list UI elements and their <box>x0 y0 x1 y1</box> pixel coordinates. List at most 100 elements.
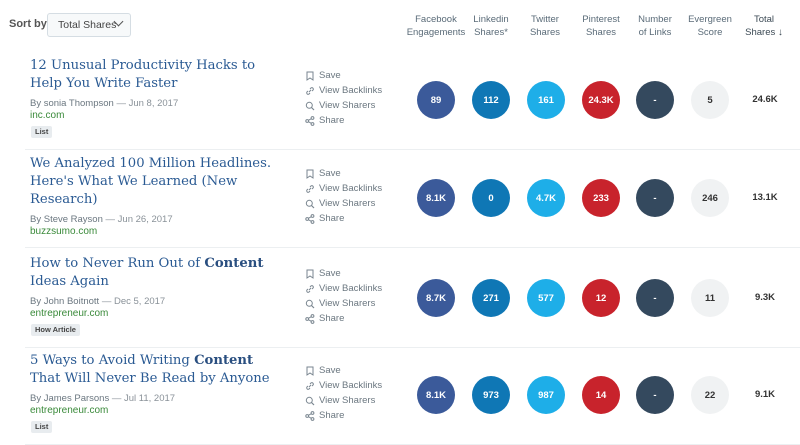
article-domain-link[interactable]: entrepreneur.com <box>30 405 109 416</box>
article-byline: By John Boitnott — Dec 5, 2017 <box>30 296 165 307</box>
search-icon <box>305 396 315 406</box>
link-icon <box>305 381 315 391</box>
share-action[interactable]: Share <box>305 410 344 421</box>
sharers-label: View Sharers <box>319 298 376 309</box>
total-shares-value: 9.3K <box>754 292 776 303</box>
column-header-pinterest[interactable]: Pinterest Shares <box>582 14 620 38</box>
backlinks-action[interactable]: View Backlinks <box>305 283 382 294</box>
evergreen-score: 22 <box>691 376 729 414</box>
publish-date: — Jul 11, 2017 <box>111 393 176 404</box>
article-title-link[interactable]: 12 Unusual Productivity Hacks to Help Yo… <box>30 58 256 91</box>
sharers-action[interactable]: View Sharers <box>305 298 375 309</box>
author-name[interactable]: sonia Thompson <box>43 98 117 109</box>
save-action[interactable]: Save <box>305 168 341 179</box>
pinterest-metric[interactable]: 14 <box>582 376 620 414</box>
search-icon <box>305 299 315 309</box>
byline-prefix: By <box>30 98 44 109</box>
sharers-action[interactable]: View Sharers <box>305 395 375 406</box>
backlinks-action[interactable]: View Backlinks <box>305 85 382 96</box>
linkedin-metric[interactable]: 973 <box>472 376 510 414</box>
byline-prefix: By <box>30 393 44 404</box>
evergreen-score: 5 <box>691 81 729 119</box>
column-header-linkedin[interactable]: Linkedin Shares* <box>473 14 509 38</box>
article-domain-link[interactable]: entrepreneur.com <box>30 308 109 319</box>
save-action[interactable]: Save <box>305 268 341 279</box>
sharers-label: View Sharers <box>319 198 376 209</box>
article-row: 12 Unusual Productivity Hacks to Help Yo… <box>0 52 800 150</box>
sort-dropdown[interactable]: Total Shares <box>47 13 131 37</box>
column-header-evergreen[interactable]: Evergreen Score <box>688 14 732 38</box>
link-icon <box>305 86 315 96</box>
backlinks-label: View Backlinks <box>319 283 383 294</box>
links-metric[interactable]: - <box>636 376 674 414</box>
share-action[interactable]: Share <box>305 213 344 224</box>
article-title-link[interactable]: 5 Ways to Avoid Writing Content That Wil… <box>30 353 270 386</box>
article-domain-link[interactable]: buzzsumo.com <box>30 226 98 237</box>
twitter-metric[interactable]: 4.7K <box>527 179 565 217</box>
article-title-link[interactable]: How to Never Run Out of Content Ideas Ag… <box>30 256 264 289</box>
article-title-link[interactable]: We Analyzed 100 Million Headlines. Here'… <box>30 156 272 207</box>
sharers-action[interactable]: View Sharers <box>305 198 375 209</box>
facebook-metric[interactable]: 8.7K <box>417 279 455 317</box>
pinterest-metric[interactable]: 24.3K <box>582 81 620 119</box>
column-header-facebook[interactable]: Facebook Engagements <box>406 14 466 38</box>
save-action[interactable]: Save <box>305 365 341 376</box>
save-label: Save <box>319 168 341 179</box>
share-action[interactable]: Share <box>305 313 344 324</box>
publish-date: — Jun 26, 2017 <box>105 214 173 225</box>
backlinks-action[interactable]: View Backlinks <box>305 380 382 391</box>
total-shares-value: 9.1K <box>754 389 776 400</box>
backlinks-action[interactable]: View Backlinks <box>305 183 382 194</box>
column-header-total[interactable]: Total Shares ↓ <box>744 13 784 39</box>
sharers-label: View Sharers <box>319 395 376 406</box>
content-type-badge: List <box>31 421 53 433</box>
facebook-metric[interactable]: 89 <box>417 81 455 119</box>
column-header-total-label: Total Shares <box>745 14 776 38</box>
link-icon <box>305 184 315 194</box>
content-type-badge: How Article <box>31 324 80 336</box>
save-label: Save <box>319 70 341 81</box>
publish-date: — Dec 5, 2017 <box>101 296 166 307</box>
column-header-twitter[interactable]: Twitter Shares <box>529 14 561 38</box>
pinterest-metric[interactable]: 12 <box>582 279 620 317</box>
row-divider <box>25 149 800 150</box>
linkedin-metric[interactable]: 271 <box>472 279 510 317</box>
total-shares-value: 13.1K <box>752 192 778 203</box>
author-name[interactable]: Steve Rayson <box>43 214 106 225</box>
save-action[interactable]: Save <box>305 70 341 81</box>
content-type-badge: List <box>31 126 53 138</box>
links-metric[interactable]: - <box>636 279 674 317</box>
links-metric[interactable]: - <box>636 179 674 217</box>
search-icon <box>305 199 315 209</box>
sharers-action[interactable]: View Sharers <box>305 100 375 111</box>
share-icon <box>305 410 315 421</box>
backlinks-label: View Backlinks <box>319 85 383 96</box>
search-icon <box>305 101 315 111</box>
linkedin-metric[interactable]: 0 <box>472 179 510 217</box>
author-name[interactable]: John Boitnott <box>43 296 102 307</box>
evergreen-score: 246 <box>691 179 729 217</box>
article-byline: By Steve Rayson — Jun 26, 2017 <box>30 214 173 225</box>
facebook-metric[interactable]: 8.1K <box>417 376 455 414</box>
twitter-metric[interactable]: 577 <box>527 279 565 317</box>
twitter-metric[interactable]: 161 <box>527 81 565 119</box>
share-action[interactable]: Share <box>305 115 344 126</box>
sharers-label: View Sharers <box>319 100 376 111</box>
byline-prefix: By <box>30 296 44 307</box>
sort-by-label: Sort by <box>9 18 47 30</box>
bookmark-icon <box>305 366 315 376</box>
article-domain-link[interactable]: inc.com <box>30 110 65 121</box>
column-header-links[interactable]: Number of Links <box>638 14 672 38</box>
linkedin-metric[interactable]: 112 <box>472 81 510 119</box>
twitter-metric[interactable]: 987 <box>527 376 565 414</box>
author-name[interactable]: James Parsons <box>43 393 112 404</box>
backlinks-label: View Backlinks <box>319 380 383 391</box>
pinterest-metric[interactable]: 233 <box>582 179 620 217</box>
facebook-metric[interactable]: 8.1K <box>417 179 455 217</box>
links-metric[interactable]: - <box>636 81 674 119</box>
share-label: Share <box>319 115 345 126</box>
article-byline: By James Parsons — Jul 11, 2017 <box>30 393 175 404</box>
bookmark-icon <box>305 269 315 279</box>
bookmark-icon <box>305 71 315 81</box>
byline-prefix: By <box>30 214 44 225</box>
